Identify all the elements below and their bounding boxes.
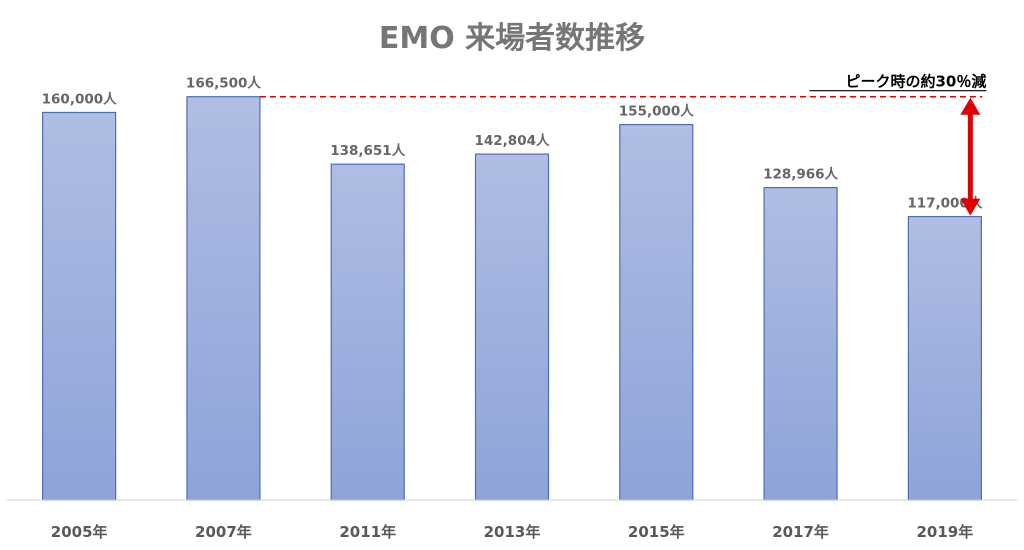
annotation-layer: ピーク時の約30％減 bbox=[259, 73, 987, 216]
chart-title: EMO 来場者数推移 bbox=[379, 21, 645, 56]
x-tick-label-1: 2007年 bbox=[195, 523, 252, 541]
data-label-5: 128,966人 bbox=[763, 167, 838, 183]
bars-layer bbox=[42, 96, 982, 501]
x-tick-label-3: 2013年 bbox=[484, 523, 541, 541]
labels-layer: 160,000人 166,500人 138,651人 142,804人 155,000人… bbox=[42, 76, 983, 212]
bar-0 bbox=[42, 111, 117, 501]
data-label-1: 166,500人 bbox=[186, 76, 261, 92]
data-label-2: 138,651人 bbox=[330, 143, 405, 159]
bar-3 bbox=[474, 153, 550, 501]
annotation-label: ピーク時の約30％減 bbox=[845, 73, 986, 91]
bar-4 bbox=[619, 123, 694, 501]
data-label-0: 160,000人 bbox=[42, 91, 117, 107]
x-tick-label-0: 2005年 bbox=[51, 523, 108, 541]
data-label-3: 142,804人 bbox=[475, 133, 550, 149]
arrow-head-down bbox=[960, 198, 981, 216]
bar-6 bbox=[907, 216, 982, 501]
data-label-4: 155,000人 bbox=[619, 104, 694, 120]
bar-1 bbox=[186, 96, 261, 501]
x-tick-label-6: 2019年 bbox=[916, 523, 973, 541]
decrease-arrow bbox=[960, 97, 981, 216]
x-tick-label-2: 2011年 bbox=[339, 523, 396, 541]
bar-2 bbox=[330, 163, 405, 501]
x-tick-label-4: 2015年 bbox=[628, 523, 685, 541]
arrow-head-up bbox=[960, 97, 981, 115]
bar-5 bbox=[763, 187, 838, 501]
ticks-layer: 2005年 2007年 2011年 2013年 2015年 2017年 2019年 bbox=[51, 523, 973, 541]
x-tick-label-5: 2017年 bbox=[772, 523, 829, 541]
